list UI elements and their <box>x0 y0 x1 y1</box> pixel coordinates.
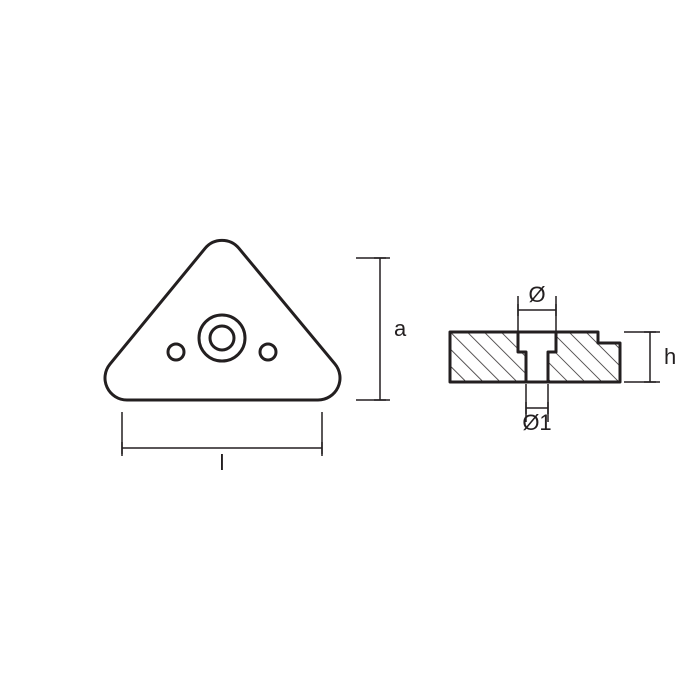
technical-drawing: l a Øh Ø1 <box>0 0 700 700</box>
dim-l-label: l <box>220 450 225 475</box>
side-hole-1 <box>260 344 276 360</box>
triangle-outline <box>105 240 340 400</box>
dim-a-label: a <box>394 316 407 341</box>
dim-h-label: h <box>664 344 676 369</box>
center-boss-outer <box>199 315 245 361</box>
center-boss-inner <box>210 326 234 350</box>
side-hole-0 <box>168 344 184 360</box>
section-hatch <box>450 332 620 382</box>
dim-dia1-label: Ø1 <box>522 410 551 435</box>
dim-dia-label: Ø <box>528 282 545 307</box>
